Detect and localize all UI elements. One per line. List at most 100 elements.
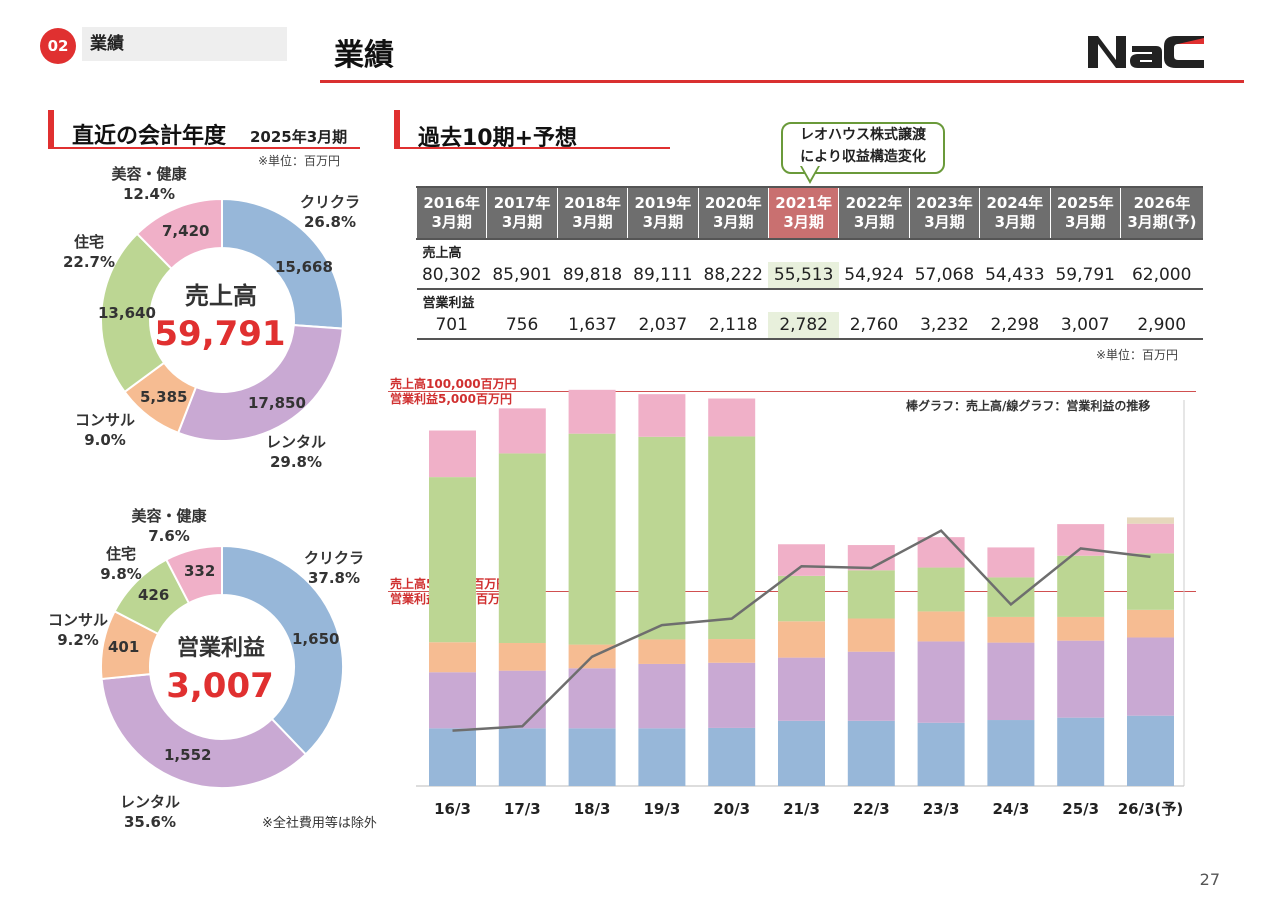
sales-cell: 55,513 xyxy=(768,262,839,289)
bar-segment xyxy=(498,670,546,729)
bar-segment xyxy=(917,567,965,612)
donut-slice xyxy=(164,545,223,605)
donut-slice xyxy=(221,198,344,330)
year-header: 2026年 3月期(予) xyxy=(1119,187,1203,239)
op-slice-label: 住宅 9.8% xyxy=(100,545,142,583)
bar-segment xyxy=(847,545,895,571)
year-header: 2018年 3月期 xyxy=(556,187,628,239)
bar-segment xyxy=(778,544,825,576)
sales-cell: 89,111 xyxy=(633,265,693,285)
history-heading: 過去10期+予想 xyxy=(418,126,578,151)
year-header: 2022年 3月期 xyxy=(838,187,910,239)
bar-segment xyxy=(778,657,825,721)
sales-cell: 54,924 xyxy=(844,265,904,285)
bar-segment xyxy=(847,651,895,721)
donut-slice xyxy=(100,673,308,789)
op-donut-title: 営業利益 xyxy=(176,636,265,661)
heading-accent-bar xyxy=(48,110,54,148)
x-tick-label: 24/3 xyxy=(993,800,1030,818)
sales-profit-history-chart: 16/3 17/3 18/3 19/3 20/3 21/3 22/3 23/3 24/3 25/3… xyxy=(416,389,1185,818)
bar-segment xyxy=(638,436,686,640)
bar-segment xyxy=(1127,637,1174,716)
year-header: 2023年 3月期 xyxy=(908,187,980,239)
x-tick-label: 22/3 xyxy=(853,800,890,818)
bar-segment xyxy=(498,728,546,786)
bar-segment xyxy=(708,436,756,640)
reference-line-high xyxy=(388,391,1196,392)
bar-segment xyxy=(498,453,546,644)
sales-slice-label: 美容・健康 12.4% xyxy=(111,165,187,203)
sales-slice-label: コンサル 9.0% xyxy=(74,411,135,449)
op-slice-label: コンサル 9.2% xyxy=(47,611,108,649)
donut-slice xyxy=(176,324,344,442)
op-donut-total: 3,007 xyxy=(166,666,274,706)
donut-slice xyxy=(221,545,344,756)
sales-slice-value: 7,420 xyxy=(162,222,210,240)
year-header: 2019年 3月期 xyxy=(627,187,699,239)
bar-segment xyxy=(917,537,965,568)
year-header: 2020年 3月期 xyxy=(697,187,769,239)
op-slice-label: レンタル 35.6% xyxy=(119,793,180,831)
bar-segment xyxy=(568,668,616,729)
page-number: 27 xyxy=(1199,870,1220,889)
section-tab-label: 業績 xyxy=(82,27,287,61)
bar-segment xyxy=(568,433,616,645)
bar-segment xyxy=(498,408,546,454)
bar-segment xyxy=(568,389,616,434)
bar-segment xyxy=(1057,717,1105,786)
op-slice-value: 1,552 xyxy=(164,746,212,764)
year-header: 2017年 3月期 xyxy=(486,187,558,239)
bar-segment xyxy=(1057,616,1105,641)
sales-donut-chart xyxy=(100,198,344,442)
sales-cell: 59,791 xyxy=(1055,265,1115,285)
x-tick-label: 26/3(予) xyxy=(1118,800,1184,818)
x-tick-label: 18/3 xyxy=(574,800,611,818)
fiscal-period: 2025年3月期 xyxy=(250,128,348,146)
company-logo xyxy=(1088,36,1204,68)
bar-segment xyxy=(708,662,756,728)
bar-segment xyxy=(1057,555,1105,617)
x-tick-label: 23/3 xyxy=(923,800,960,818)
op-cell: 2,760 xyxy=(849,315,899,335)
heading-accent-bar xyxy=(394,110,400,148)
bar-segment xyxy=(847,618,895,652)
year-header: 2025年 3月期 xyxy=(1049,187,1121,239)
op-slice-value: 401 xyxy=(108,638,140,656)
x-tick-label: 16/3 xyxy=(434,800,471,818)
structure-change-callout: レオハウス株式譲渡 により収益構造変化 xyxy=(781,122,945,174)
sales-row-label: 売上高 xyxy=(416,238,1203,262)
bar-segment xyxy=(708,639,756,663)
sales-slice-label: クリクラ 26.8% xyxy=(299,193,360,231)
sales-cell: 85,901 xyxy=(492,265,552,285)
op-slice-value: 1,650 xyxy=(292,630,340,648)
donut-slice xyxy=(135,198,223,271)
sales-cell: 89,818 xyxy=(562,265,623,285)
bar-segment xyxy=(638,394,686,437)
heading-underline xyxy=(394,147,670,149)
reference-label-high: 売上高100,000百万円 営業利益5,000百万円 xyxy=(390,377,517,406)
op-slice-value: 332 xyxy=(184,562,216,580)
op-slice-value: 426 xyxy=(138,586,170,604)
bar-segment xyxy=(987,720,1035,786)
bar-segment xyxy=(987,577,1035,617)
bar-segment xyxy=(429,477,476,643)
x-tick-label: 19/3 xyxy=(644,800,681,818)
op-cell: 2,118 xyxy=(708,315,758,335)
sales-cell: 54,433 xyxy=(985,265,1045,285)
bar-segment xyxy=(847,720,895,786)
sales-cell: 80,302 xyxy=(421,265,482,285)
bar-segment xyxy=(987,547,1035,578)
bar-segment xyxy=(498,643,546,671)
recent-fy-heading: 直近の会計年度 xyxy=(72,124,227,149)
bar-segment xyxy=(847,570,895,619)
sales-slice-value: 15,668 xyxy=(275,258,333,276)
bar-segment xyxy=(429,430,476,478)
bar-segment xyxy=(429,642,476,673)
x-tick-label: 20/3 xyxy=(713,800,750,818)
bar-segment xyxy=(638,728,686,786)
callout-tail-inner xyxy=(802,166,818,180)
op-cell: 2,298 xyxy=(990,315,1040,335)
sales-cell: 62,000 xyxy=(1131,265,1192,285)
year-header: 2016年 3月期 xyxy=(415,187,487,239)
excluded-costs-footnote: ※全社費用等は除外 xyxy=(262,816,377,831)
